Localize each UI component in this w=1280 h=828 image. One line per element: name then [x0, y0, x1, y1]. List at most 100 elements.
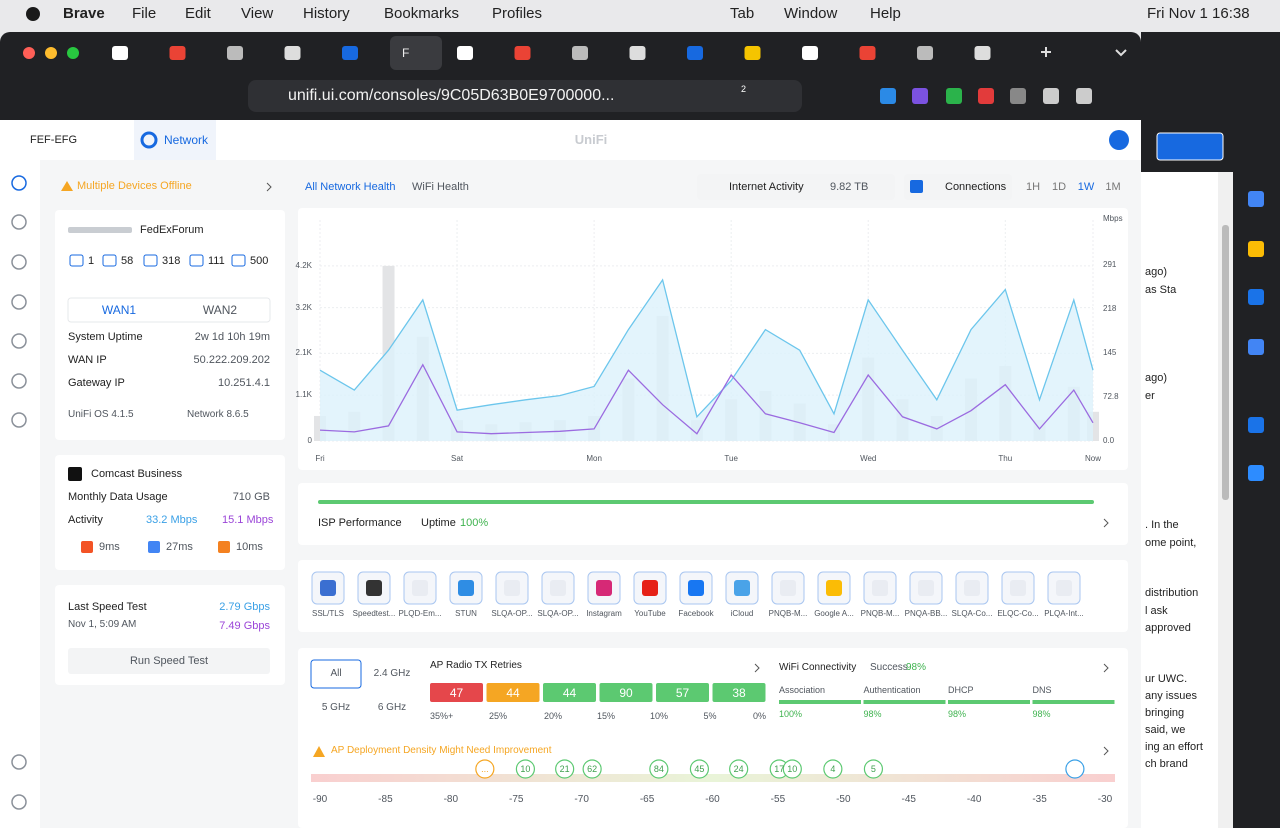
- isp-perf-card: [298, 483, 1128, 545]
- y2-tick-label: 72.8: [1103, 391, 1119, 401]
- menu[interactable]: Window: [784, 5, 838, 22]
- tab-list[interactable]: [1115, 49, 1127, 57]
- y2-tick-label: 291: [1103, 259, 1117, 269]
- app-label: ELQC-Co...: [997, 609, 1039, 618]
- side-tab[interactable]: [1156, 132, 1224, 161]
- speed-button[interactable]: [68, 648, 270, 674]
- extension: [912, 88, 928, 104]
- up: 15.1 Mbps: [222, 514, 274, 526]
- threshold: 20%: [543, 711, 563, 721]
- menu[interactable]: Tab: [730, 5, 755, 22]
- y2-unit: Mbps: [1103, 214, 1123, 223]
- menu[interactable]: View: [241, 5, 274, 22]
- uptime: 100%: [460, 517, 489, 529]
- scale-label: -85: [378, 794, 393, 805]
- band[interactable]: 5 GHz: [321, 702, 351, 713]
- legend-label: Internet Activity: [729, 181, 804, 193]
- tab-icon: [112, 46, 128, 60]
- x-logo: [68, 467, 82, 481]
- threshold: 25%: [488, 711, 508, 721]
- url[interactable]: unifi.ui.com/consoles/9C05D63B0E9700000.…: [288, 87, 615, 104]
- date: Nov 1, 5:09 AM: [68, 619, 137, 630]
- address-bar[interactable]: [248, 80, 802, 112]
- wan-switch[interactable]: [67, 297, 271, 323]
- menu[interactable]: File: [132, 5, 157, 22]
- stat-icon: [231, 254, 246, 267]
- menu[interactable]: Help: [870, 5, 901, 22]
- label: Last Speed Test: [68, 601, 147, 613]
- stat-icon: [102, 254, 117, 267]
- provider-icon: [218, 541, 230, 553]
- menu[interactable]: Profiles: [492, 5, 543, 22]
- rail-icon: [11, 333, 27, 349]
- range[interactable]: 1H: [1025, 181, 1041, 193]
- band[interactable]: 6 GHz: [377, 702, 407, 713]
- latency: 9ms: [99, 541, 120, 553]
- menu[interactable]: Edit: [185, 5, 211, 22]
- band-all[interactable]: [310, 659, 362, 689]
- retry-value: 90: [619, 686, 633, 700]
- app-label: iCloud: [730, 609, 754, 618]
- side-app: [1248, 417, 1264, 433]
- apple-menu[interactable]: [26, 7, 40, 21]
- network-icon: [140, 131, 158, 149]
- health-tab[interactable]: WiFi Health: [412, 181, 469, 193]
- tab-icon: [859, 46, 876, 60]
- app-glyph: [826, 580, 842, 596]
- uptime-bar: [318, 500, 1094, 504]
- menu[interactable]: Bookmarks: [384, 5, 460, 22]
- area: [320, 279, 1093, 441]
- x-tick-label: Fri: [315, 454, 325, 463]
- minimize[interactable]: [45, 47, 57, 59]
- band[interactable]: All: [330, 668, 342, 679]
- scale-label: -60: [705, 794, 720, 805]
- text-fragment: approved: [1145, 622, 1191, 634]
- wifi-value: 98%: [863, 709, 882, 719]
- tab-icon: [342, 46, 358, 60]
- row-value: 50.222.209.202: [193, 354, 270, 366]
- app-label: PLQD-Em...: [398, 609, 442, 618]
- retry-value: 44: [506, 686, 520, 700]
- wan-tab[interactable]: WAN2: [202, 303, 238, 317]
- app-glyph: [458, 580, 474, 596]
- legend-internet[interactable]: [697, 174, 895, 200]
- app-label: SLQA-OP...: [491, 609, 533, 618]
- app-glyph: [1010, 580, 1026, 596]
- health-tab[interactable]: All Network Health: [305, 181, 396, 193]
- app-label: Instagram: [586, 609, 622, 618]
- run-speed-test[interactable]: Run Speed Test: [129, 655, 209, 667]
- ap-count: 4: [830, 764, 836, 774]
- row-value: 10.251.4.1: [218, 377, 270, 389]
- range[interactable]: 1M: [1105, 181, 1121, 193]
- label: Uptime: [421, 517, 456, 529]
- scale-label: -70: [574, 794, 589, 805]
- menu[interactable]: History: [303, 5, 350, 22]
- wan-tab[interactable]: WAN1: [101, 303, 137, 317]
- up: 7.49 Gbps: [219, 620, 270, 632]
- threshold: 0%: [752, 711, 766, 721]
- tab-title[interactable]: F: [402, 46, 410, 60]
- range[interactable]: 1W: [1077, 181, 1095, 193]
- site-selector[interactable]: FEF-EFG: [30, 134, 78, 146]
- band[interactable]: 2.4 GHz: [373, 668, 411, 679]
- legend-label: Connections: [945, 181, 1007, 193]
- wifi-value: 98%: [1032, 709, 1051, 719]
- scale-label: -35: [1032, 794, 1047, 805]
- app-glyph: [688, 580, 704, 596]
- new-tab[interactable]: [1041, 47, 1051, 57]
- range[interactable]: 1D: [1051, 181, 1067, 193]
- active-tab[interactable]: [390, 36, 442, 70]
- row-label: System Uptime: [68, 331, 143, 343]
- chevron: [754, 663, 760, 673]
- checkbox[interactable]: [910, 180, 923, 193]
- tab-icon: [744, 46, 761, 60]
- ap-count: 5: [870, 764, 876, 774]
- scale-label: -40: [966, 794, 982, 805]
- account[interactable]: [1109, 130, 1129, 150]
- legend-connections[interactable]: [904, 174, 1012, 200]
- wifi-title: WiFi Connectivity: [779, 662, 857, 673]
- close[interactable]: [23, 47, 35, 59]
- nav-tab[interactable]: Network: [164, 133, 209, 147]
- zoom[interactable]: [67, 47, 79, 59]
